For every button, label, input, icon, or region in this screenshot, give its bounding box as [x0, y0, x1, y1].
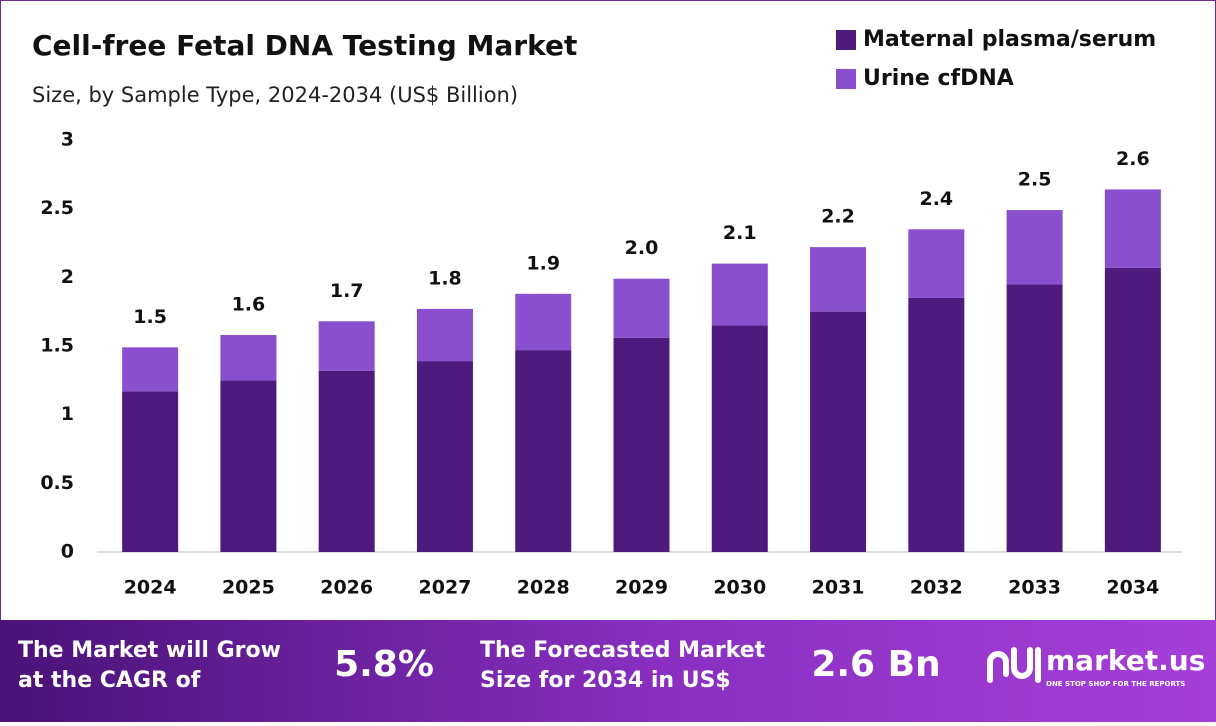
x-tick-label: 2028 — [517, 577, 570, 599]
bar-segment — [810, 311, 867, 552]
y-tick-label: 2.5 — [40, 197, 74, 219]
forecast-text: The Forecasted Market — [480, 638, 766, 663]
total-label: 2.4 — [919, 188, 953, 210]
bar-segment — [711, 325, 768, 552]
total-label: 2.2 — [821, 206, 855, 228]
brand-logo — [987, 647, 1041, 683]
brand: market.us — [1046, 644, 1205, 677]
bar-segment — [1104, 189, 1161, 268]
bar-segment — [515, 350, 572, 552]
legend-swatch — [836, 69, 856, 89]
total-label: 2.6 — [1116, 148, 1150, 170]
bar-segment — [318, 321, 375, 371]
bar-segment — [1104, 267, 1161, 552]
forecast-text: Size for 2034 in US$ — [480, 668, 731, 693]
total-label: 1.9 — [526, 252, 560, 274]
total-label: 2.1 — [723, 222, 757, 244]
x-tick-label: 2034 — [1106, 577, 1159, 599]
cagr-text: at the CAGR of — [18, 668, 201, 693]
x-tick-label: 2027 — [419, 577, 472, 599]
bar-segment — [810, 247, 867, 312]
bar-segment — [613, 278, 670, 338]
x-tick-label: 2032 — [910, 577, 963, 599]
bar-segment — [416, 361, 473, 552]
x-tick-label: 2033 — [1008, 577, 1061, 599]
total-label: 1.8 — [428, 267, 462, 289]
legend-label: Maternal plasma/serum — [863, 27, 1156, 52]
bar-segment — [613, 337, 670, 552]
y-tick-label: 0.5 — [40, 472, 74, 494]
chart-subtitle: Size, by Sample Type, 2024-2034 (US$ Bil… — [32, 83, 518, 107]
x-tick-label: 2030 — [713, 577, 766, 599]
bar-segment — [515, 293, 572, 351]
y-tick-label: 1.5 — [40, 335, 74, 357]
legend-swatch — [836, 30, 856, 50]
bar-segment — [122, 347, 179, 392]
legend-label: Urine cfDNA — [863, 66, 1014, 91]
bar-segment — [908, 229, 965, 298]
bar-segment — [220, 380, 277, 552]
forecast-value: 2.6 Bn — [811, 644, 940, 685]
total-label: 2.5 — [1018, 169, 1052, 191]
x-tick-label: 2024 — [124, 577, 177, 599]
total-label: 1.7 — [330, 280, 364, 302]
bar-segment — [1006, 210, 1063, 285]
y-tick-label: 3 — [61, 129, 74, 151]
tagline: ONE STOP SHOP FOR THE REPORTS — [1046, 680, 1185, 688]
bar-segment — [122, 391, 179, 552]
y-tick-label: 2 — [61, 266, 74, 288]
y-tick-label: 1 — [61, 403, 74, 425]
bar-segment — [318, 370, 375, 552]
cagr-value: 5.8% — [334, 644, 434, 685]
chart-title: Cell-free Fetal DNA Testing Market — [32, 29, 577, 62]
x-tick-label: 2031 — [812, 577, 865, 599]
x-tick-label: 2026 — [320, 577, 373, 599]
bar-segment — [416, 308, 473, 362]
x-tick-label: 2029 — [615, 577, 668, 599]
bar-segment — [711, 263, 768, 326]
cagr-text: The Market will Grow — [18, 638, 281, 663]
total-label: 1.6 — [232, 294, 266, 316]
bar-segment — [220, 335, 277, 381]
bar-segment — [908, 297, 965, 552]
bar-segment — [1006, 284, 1063, 552]
total-label: 1.5 — [133, 306, 167, 328]
y-tick-label: 0 — [61, 541, 74, 563]
total-label: 2.0 — [625, 237, 659, 259]
x-tick-label: 2025 — [222, 577, 275, 599]
